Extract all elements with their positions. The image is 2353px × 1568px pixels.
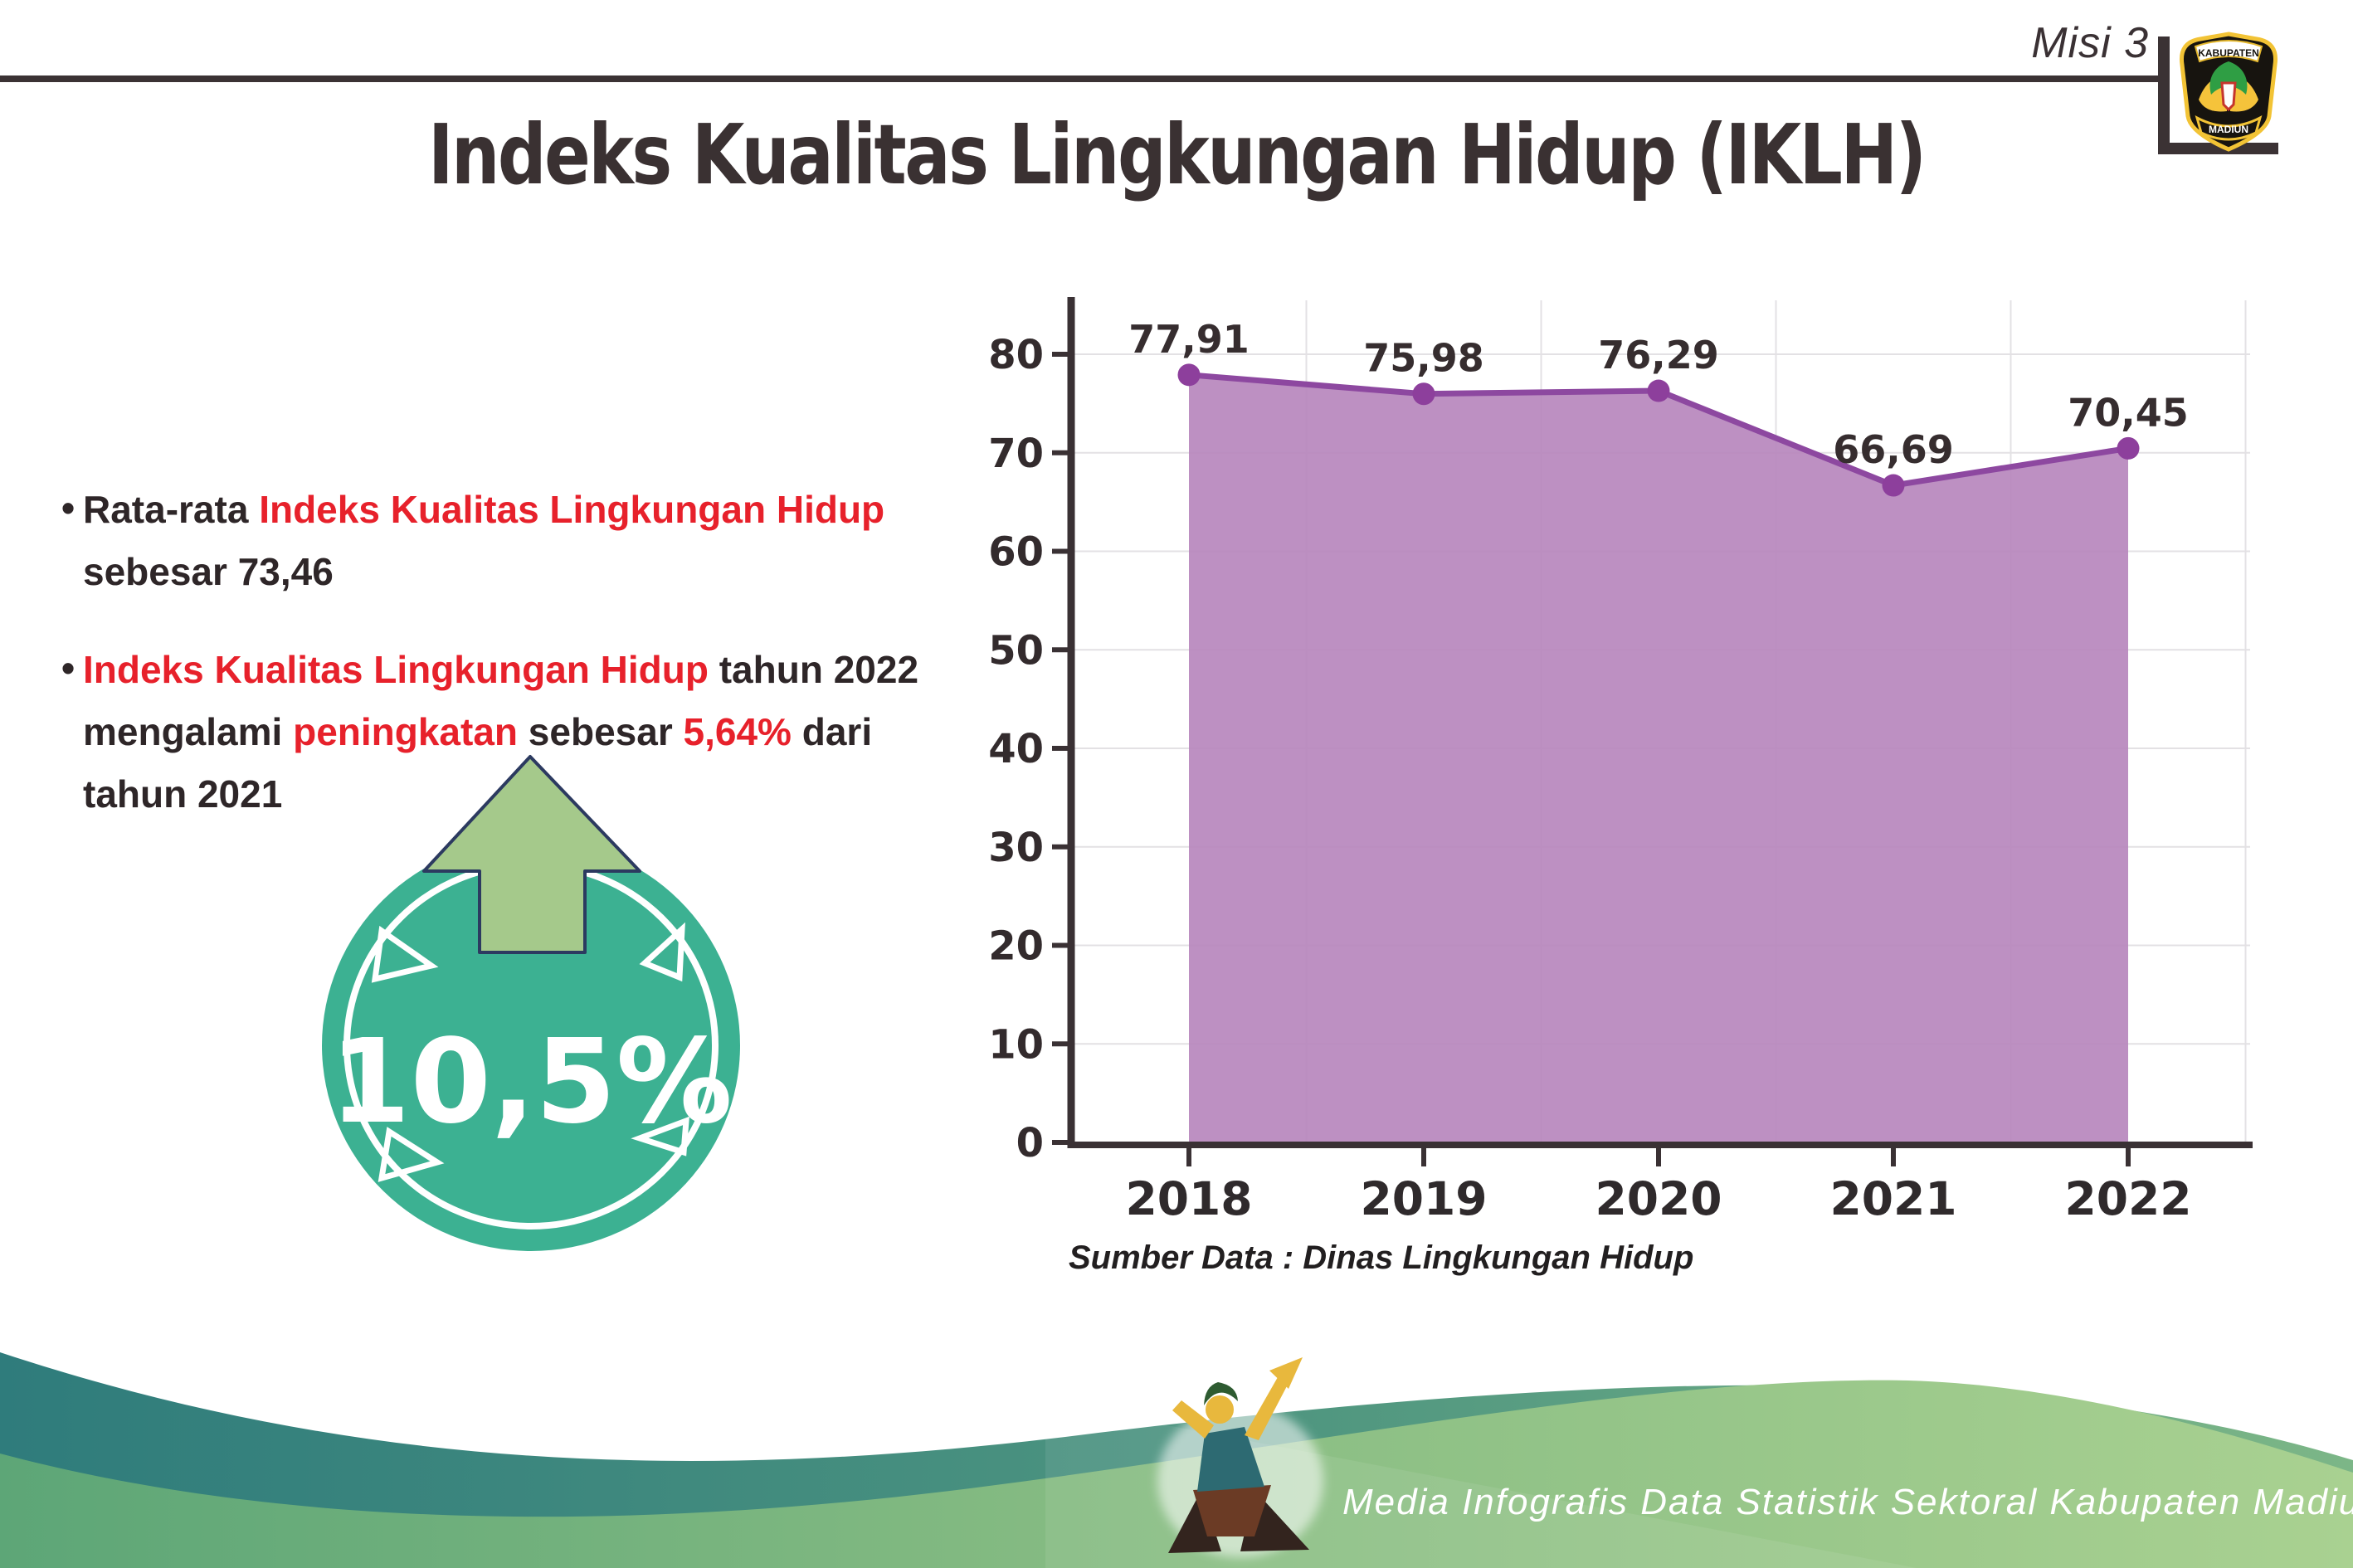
- mascot-left-arm: [1172, 1400, 1214, 1439]
- bullet-increase-2022: • Indeks Kualitas Lingkungan Hidup tahun…: [61, 639, 919, 825]
- data-label: 70,45: [2068, 390, 2189, 435]
- area-fill: [1189, 374, 2128, 1143]
- logo-frame-horizontal: [2158, 143, 2278, 154]
- badge-circle: [322, 840, 740, 1251]
- header-rule: [0, 75, 2162, 82]
- x-axis-label: 2021: [1829, 1172, 1956, 1225]
- data-point: [2117, 436, 2140, 460]
- mascot-cap: [1204, 1382, 1238, 1405]
- data-label: 66,69: [1833, 427, 1954, 472]
- logo-bottom-ribbon: [2195, 115, 2263, 141]
- logo-inner-shield: [2220, 81, 2237, 112]
- data-label: 76,29: [1598, 333, 1719, 377]
- bullet-text: Indeks Kualitas Lingkungan Hidup tahun 2…: [83, 648, 919, 816]
- y-axis-label: 60: [988, 529, 1044, 576]
- y-axis-label: 80: [988, 332, 1044, 378]
- data-label: 75,98: [1363, 336, 1484, 381]
- iklh-area-chart: 0 10 20 30 40 50 60 70 80 2018 2019 2020 2021 2022 77,…: [988, 297, 2253, 1225]
- sparkle-triangle-ne: [639, 922, 685, 982]
- data-point: [1882, 474, 1905, 497]
- mascot-body: [1197, 1427, 1264, 1492]
- y-axis-label: 70: [988, 431, 1044, 477]
- footer-wave: [0, 1352, 2353, 1568]
- bullet-dot: •: [61, 486, 76, 529]
- sparkle-triangle-se: [631, 1116, 689, 1157]
- mascot-left-leg: [1168, 1490, 1221, 1553]
- mascot-sarong: [1193, 1485, 1271, 1536]
- sparkle-triangle-sw: [378, 1127, 445, 1182]
- x-axis-label: 2022: [2064, 1172, 2191, 1225]
- y-axis-label: 20: [988, 923, 1044, 970]
- x-axis-label: 2019: [1360, 1172, 1487, 1225]
- data-point: [1177, 363, 1201, 387]
- y-axis-label: 10: [988, 1021, 1044, 1068]
- logo-top-text: KABUPATEN: [2198, 47, 2259, 59]
- y-axis-label: 40: [988, 726, 1044, 772]
- page-title: Indeks Kualitas Lingkungan Hidup (IKLH): [428, 106, 1927, 203]
- mascot-right-arm: [1245, 1377, 1289, 1440]
- mascot-logo: [1157, 1357, 1323, 1557]
- footer-caption: Media Infografis Data Statistik Sektoral…: [1342, 1482, 2353, 1522]
- bullet-dot: •: [61, 646, 76, 689]
- x-axis-label: 2020: [1595, 1172, 1722, 1225]
- data-label: 77,91: [1128, 317, 1250, 362]
- data-point: [1647, 379, 1670, 402]
- bullet-text: Rata-rata Indeks Kualitas Lingkungan Hid…: [83, 488, 885, 593]
- sparkle-triangle-nw: [371, 925, 439, 983]
- data-point: [1412, 382, 1435, 406]
- up-arrow-icon: [422, 755, 641, 954]
- source-note: Sumber Data : Dinas Lingkungan Hidup: [1069, 1239, 1694, 1276]
- mascot-flag: [1269, 1357, 1303, 1389]
- y-axis-label: 0: [1016, 1120, 1044, 1166]
- misi-label: Misi 3: [2031, 19, 2149, 67]
- logo-bottom-text: MADIUN: [2209, 124, 2248, 135]
- logo-tree: [2209, 61, 2248, 95]
- x-axis-label: 2018: [1125, 1172, 1252, 1225]
- mascot-head: [1206, 1395, 1234, 1424]
- logo-frame-vertical: [2158, 37, 2170, 153]
- y-axis-label: 50: [988, 627, 1044, 674]
- bullet-average-iklh: • Rata-rata Indeks Kualitas Lingkungan H…: [61, 479, 885, 603]
- logo-top-banner: [2194, 40, 2263, 63]
- increase-badge: 10,5%: [322, 755, 740, 1251]
- y-axis-label: 30: [988, 825, 1044, 871]
- kabupaten-madiun-logo-icon: KABUPATEN MADIUN: [2179, 32, 2278, 152]
- badge-value: 10,5%: [329, 1015, 733, 1150]
